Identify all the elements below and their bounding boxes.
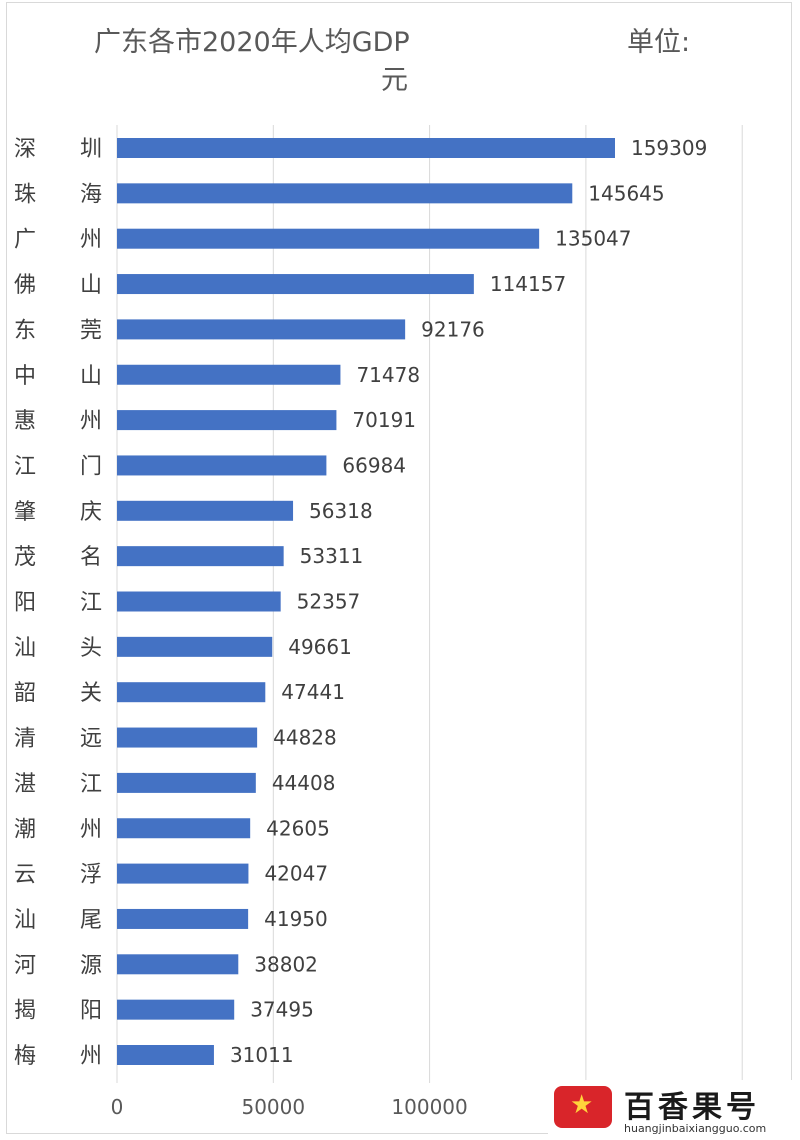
bar <box>117 500 294 521</box>
watermark-logo: ★ <box>554 1086 612 1128</box>
bar <box>117 319 406 340</box>
bar <box>117 410 337 431</box>
category-label: 佛山 <box>14 273 102 298</box>
bar <box>117 228 540 249</box>
data-label: 42605 <box>266 816 330 840</box>
category-label: 湛江 <box>14 772 102 797</box>
chart-unit-label: 单位: <box>627 27 691 58</box>
category-label: 清远 <box>14 727 102 752</box>
x-tick-label: 100000 <box>391 1095 467 1119</box>
category-label: 揭阳 <box>14 999 102 1024</box>
data-label: 114157 <box>490 272 566 296</box>
data-label: 66984 <box>342 453 406 477</box>
data-label: 42047 <box>264 862 328 886</box>
bar <box>117 954 239 975</box>
category-label: 珠海 <box>14 182 102 207</box>
chart-frame <box>6 2 792 1134</box>
data-label: 38802 <box>254 952 318 976</box>
category-label: 中山 <box>14 364 102 389</box>
bar <box>117 1045 214 1065</box>
watermark: ★ 百香果号 huangjinbaixiangguo.com <box>548 1080 796 1138</box>
category-label: 阳江 <box>14 591 102 616</box>
bar <box>117 138 615 158</box>
data-label: 44828 <box>273 726 337 750</box>
data-label: 31011 <box>230 1043 294 1067</box>
bar <box>117 682 266 703</box>
chart-unit-value: 元 <box>381 65 408 96</box>
bar <box>117 364 341 385</box>
data-label: 37495 <box>250 998 314 1022</box>
bar <box>117 727 258 748</box>
bar <box>117 863 249 884</box>
star-icon: ★ <box>570 1090 594 1120</box>
category-label: 茂名 <box>14 545 102 570</box>
data-label: 135047 <box>555 227 631 251</box>
category-label: 惠州 <box>14 409 102 434</box>
bar <box>117 274 474 295</box>
bar <box>117 636 273 657</box>
category-label: 潮州 <box>14 817 102 842</box>
x-tick-label: 50000 <box>241 1095 305 1119</box>
bar <box>117 455 327 476</box>
category-label: 广州 <box>14 228 102 253</box>
data-label: 145645 <box>588 181 664 205</box>
data-label: 49661 <box>288 635 352 659</box>
data-label: 70191 <box>352 408 416 432</box>
bar <box>117 908 249 929</box>
category-label: 河源 <box>14 953 102 978</box>
bar <box>117 546 284 567</box>
category-label: 云浮 <box>14 863 102 888</box>
category-label: 深圳 <box>14 137 102 162</box>
data-label: 52357 <box>297 590 361 614</box>
watermark-url: huangjinbaixiangguo.com <box>624 1122 767 1135</box>
category-label: 梅州 <box>14 1044 102 1069</box>
data-label: 44408 <box>272 771 336 795</box>
category-label: 肇庆 <box>14 500 102 525</box>
category-label: 江门 <box>14 454 102 479</box>
bar <box>117 818 251 839</box>
watermark-name: 百香果号 <box>624 1090 760 1125</box>
chart-title: 广东各市2020年人均GDP <box>94 27 410 58</box>
data-label: 41950 <box>264 907 328 931</box>
data-label: 47441 <box>281 680 345 704</box>
bar <box>117 999 235 1020</box>
data-label: 92176 <box>421 317 485 341</box>
category-label: 韶关 <box>14 681 102 706</box>
data-label: 159309 <box>631 136 707 160</box>
data-label: 71478 <box>356 363 420 387</box>
data-label: 56318 <box>309 499 373 523</box>
x-tick-label: 0 <box>111 1095 124 1119</box>
category-label: 东莞 <box>14 318 102 343</box>
bar <box>117 591 281 612</box>
category-label: 汕头 <box>14 636 102 661</box>
bar <box>117 772 256 793</box>
category-label: 汕尾 <box>14 908 102 933</box>
data-label: 53311 <box>300 544 364 568</box>
bar <box>117 183 573 204</box>
